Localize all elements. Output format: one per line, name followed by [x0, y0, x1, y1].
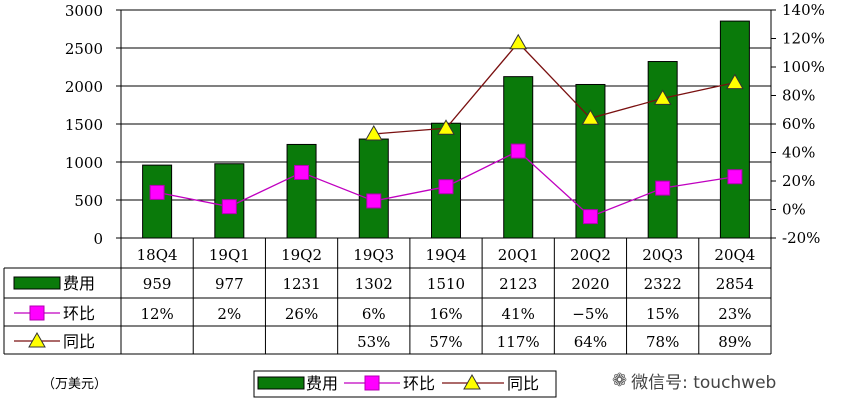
qoq-marker [510, 143, 526, 159]
category-label: 18Q4 [137, 246, 178, 264]
table-cell: 1231 [282, 275, 320, 293]
yoy-marker [437, 119, 455, 135]
table-cell: 23% [718, 305, 751, 323]
watermark: ❁ 微信号: touchweb [612, 368, 776, 393]
yoy-marker [364, 124, 383, 141]
left-axis-tick-label: 0 [93, 230, 103, 248]
right-axis-tick-label: 20% [782, 172, 815, 190]
table-cell: 12% [140, 305, 173, 323]
table-cell: −5% [572, 305, 608, 323]
table-cell: 26% [285, 305, 318, 323]
table-cell: 78% [646, 333, 679, 351]
left-axis-tick-label: 3000 [65, 2, 103, 20]
qoq-marker [149, 184, 165, 200]
category-label: 19Q2 [281, 246, 322, 264]
table-key-expense [13, 276, 61, 290]
category-label: 20Q1 [498, 246, 539, 264]
legend-key-yoy-marker [463, 373, 481, 390]
left-axis-tick-label: 1500 [65, 116, 103, 134]
legend-label: 费用 [306, 374, 338, 393]
qoq-marker [438, 179, 454, 195]
table-cell: 2322 [644, 275, 682, 293]
table-key-yoy-marker [28, 331, 46, 348]
category-label: 19Q4 [426, 246, 467, 264]
qoq-marker [366, 193, 382, 209]
yoy-line [373, 41, 736, 135]
right-axis-tick-label: 40% [782, 144, 815, 162]
expense-bar [142, 164, 173, 239]
right-axis-tick-label: 120% [782, 30, 825, 48]
left-axis-tick-label: 1000 [65, 154, 103, 172]
right-axis-tick-label: 80% [782, 87, 815, 105]
table-cell: 2123 [499, 275, 537, 293]
axes: 0 500 1000 1500 2000 2500 3000 -20% 0% 20% 40% 60% 8… [65, 1, 825, 248]
table-cell: 16% [429, 305, 462, 323]
yoy-marker [653, 89, 672, 105]
table-cell: 117% [497, 333, 540, 351]
qoq-marker [727, 169, 743, 185]
left-axis-tick-label: 2500 [65, 40, 103, 58]
category-label: 20Q2 [570, 246, 611, 264]
table-cell: 15% [646, 305, 679, 323]
legend-key-expense [257, 376, 305, 390]
right-axis-tick-label: 60% [782, 115, 815, 133]
table-cell: 959 [143, 275, 172, 293]
category-label: 19Q1 [209, 246, 250, 264]
wechat-icon: ❁ [612, 370, 628, 391]
legend: 费用 环比 同比 [253, 370, 557, 398]
right-axis-tick-label: 140% [782, 1, 825, 19]
yoy-marker [726, 73, 744, 90]
table-row-header: 费用 [63, 274, 95, 293]
data-table: 18Q4 19Q1 19Q2 19Q3 19Q4 20Q1 20Q2 20Q3 20Q4 费用环比… [3, 238, 772, 355]
table-key-qoq-marker [29, 305, 45, 321]
table-cell: 64% [574, 333, 607, 351]
unit-label: （万美元） [42, 377, 108, 392]
qoq-marker [582, 209, 598, 225]
legend-label: 环比 [403, 374, 435, 393]
category-label: 20Q3 [642, 246, 683, 264]
table-cell: 6% [362, 305, 386, 323]
table-row-header: 同比 [63, 332, 95, 351]
plot-frame [120, 9, 772, 239]
table-cell: 89% [718, 333, 751, 351]
category-label: 20Q4 [714, 246, 755, 264]
table-cell: 977 [215, 275, 244, 293]
qoq-marker [221, 199, 237, 215]
left-axis-tick-label: 2000 [65, 78, 103, 96]
table-cell: 41% [502, 305, 535, 323]
table-cell: 57% [429, 333, 462, 351]
table-cell: 1302 [355, 275, 393, 293]
expense-bar [358, 138, 389, 239]
qoq-marker [655, 180, 671, 196]
table-row-header: 环比 [63, 304, 95, 323]
right-axis-tick-label: 100% [782, 58, 825, 76]
category-label: 19Q3 [353, 246, 394, 264]
watermark-text: 微信号: touchweb [631, 373, 777, 393]
table-cell: 53% [357, 333, 390, 351]
yoy-marker [581, 109, 600, 125]
expense-bar [719, 20, 750, 239]
qoq-marker [294, 164, 310, 180]
legend-label: 同比 [507, 374, 539, 393]
yoy-marker [509, 33, 528, 50]
table-cell: 1510 [427, 275, 465, 293]
right-axis-tick-label: 0% [782, 201, 806, 219]
expense-bar [647, 61, 678, 239]
expense-bar [286, 143, 317, 239]
table-cell: 2854 [716, 275, 754, 293]
table-cell: 2% [217, 305, 241, 323]
table-cell: 2020 [571, 275, 609, 293]
left-axis-tick-label: 500 [74, 192, 103, 210]
line-series [149, 33, 744, 225]
right-axis-tick-label: -20% [782, 229, 820, 247]
legend-key-qoq-marker [364, 375, 380, 391]
